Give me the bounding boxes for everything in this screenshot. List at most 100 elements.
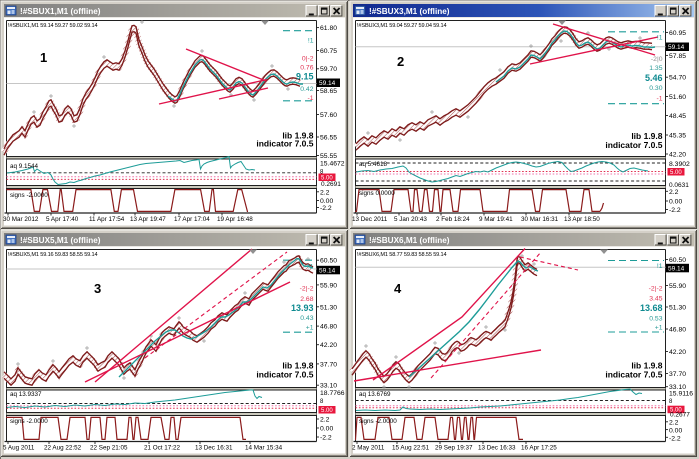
svg-text:5.00: 5.00	[670, 408, 682, 414]
svg-text:15 Aug 22:51: 15 Aug 22:51	[392, 445, 430, 452]
svg-text:0.00: 0.00	[320, 426, 333, 433]
svg-text:51.30: 51.30	[320, 304, 337, 311]
svg-text:-1: -1	[656, 96, 662, 103]
svg-text:55.90: 55.90	[320, 282, 337, 289]
svg-text:13 Apr 18:50: 13 Apr 18:50	[564, 216, 600, 223]
svg-text:60.50: 60.50	[320, 258, 337, 265]
svg-text:signs 0.0000: signs 0.0000	[359, 190, 395, 197]
svg-text:!#SBUX6,M1 58.77 59.83 58.55: !#SBUX6,M1 58.77 59.83 58.55 59.14	[357, 252, 446, 258]
svg-text:!1: !1	[308, 263, 314, 270]
svg-text:5 Jan 20:43: 5 Jan 20:43	[394, 216, 427, 223]
svg-text:13.93: 13.93	[291, 303, 314, 313]
svg-text:8: 8	[320, 399, 324, 405]
svg-text:2.2: 2.2	[320, 417, 330, 424]
svg-text:55.90: 55.90	[669, 283, 686, 290]
svg-text:57.60: 57.60	[320, 112, 337, 119]
svg-text:2 May 2011: 2 May 2011	[352, 445, 385, 452]
svg-text:13 Dec 2011: 13 Dec 2011	[352, 216, 388, 223]
svg-text:59.14: 59.14	[319, 267, 336, 274]
svg-text:59.14: 59.14	[668, 265, 685, 272]
svg-text:2.2: 2.2	[669, 419, 679, 426]
svg-text:-2.2: -2.2	[669, 207, 681, 214]
svg-text:5.00: 5.00	[670, 170, 682, 176]
svg-text:8.3902: 8.3902	[669, 161, 690, 168]
svg-text:!1: !1	[657, 35, 663, 42]
svg-text:21 Oct 17:22: 21 Oct 17:22	[144, 445, 181, 452]
svg-text:33.10: 33.10	[669, 384, 686, 391]
svg-text:aq 9.1544: aq 9.1544	[10, 163, 39, 170]
svg-text:aq 5.4618: aq 5.4618	[359, 161, 388, 168]
svg-text:45.35: 45.35	[669, 133, 686, 140]
svg-text:42.20: 42.20	[669, 152, 686, 159]
svg-text:13 Dec 16:33: 13 Dec 16:33	[478, 445, 516, 452]
svg-text:0.43: 0.43	[300, 315, 313, 322]
svg-text:11 Apr 17:54: 11 Apr 17:54	[89, 216, 125, 223]
svg-text:60.75: 60.75	[320, 48, 337, 55]
svg-text:14 Mar 15:34: 14 Mar 15:34	[245, 445, 283, 452]
svg-text:5.46: 5.46	[645, 73, 663, 83]
svg-text:13.68: 13.68	[640, 303, 663, 313]
svg-text:2.2: 2.2	[320, 189, 330, 196]
svg-text:indicator 7.0.5: indicator 7.0.5	[256, 139, 313, 149]
svg-text:0.0631: 0.0631	[669, 182, 689, 189]
svg-text:lib 1.9.8: lib 1.9.8	[282, 130, 313, 140]
svg-text:-2.2: -2.2	[320, 435, 332, 442]
svg-text:42.20: 42.20	[320, 342, 337, 349]
svg-text:60.95: 60.95	[669, 30, 686, 37]
svg-text:!#SBUX3,M1 (offline): !#SBUX3,M1 (offline)	[369, 7, 450, 16]
svg-text:2.68: 2.68	[300, 296, 313, 303]
svg-text:0.00: 0.00	[669, 428, 682, 435]
svg-text:aq 13.9337: aq 13.9337	[10, 391, 42, 398]
svg-text:55.55: 55.55	[320, 153, 337, 160]
svg-text:5.00: 5.00	[321, 408, 333, 414]
svg-text:0|-2: 0|-2	[302, 56, 314, 63]
svg-text:!1: !1	[657, 263, 663, 270]
svg-text:30 Mar 16:31: 30 Mar 16:31	[521, 216, 559, 223]
svg-text:!#SBUX1,M1 (offline): !#SBUX1,M1 (offline)	[20, 7, 101, 16]
svg-text:18.7766: 18.7766	[320, 390, 345, 397]
svg-text:0.76: 0.76	[300, 65, 313, 72]
svg-text:37.70: 37.70	[669, 371, 686, 378]
svg-text:4: 4	[394, 281, 402, 296]
svg-text:8: 8	[669, 399, 673, 405]
svg-text:0.00: 0.00	[669, 199, 682, 206]
svg-text:-2.2: -2.2	[669, 435, 681, 442]
svg-text:22 Aug 22:52: 22 Aug 22:52	[44, 445, 82, 452]
svg-text:0.00: 0.00	[320, 198, 333, 205]
svg-text:signs -2.0000: signs -2.0000	[359, 418, 397, 425]
svg-text:51.30: 51.30	[669, 305, 686, 312]
svg-text:3: 3	[94, 281, 101, 296]
svg-text:22 Sep 21:05: 22 Sep 21:05	[90, 445, 128, 452]
svg-text:indicator 7.0.5: indicator 7.0.5	[605, 370, 662, 380]
svg-text:9 Mar 19:41: 9 Mar 19:41	[479, 216, 513, 223]
svg-text:0.53: 0.53	[649, 316, 662, 323]
svg-text:2: 2	[397, 54, 404, 69]
svg-text:16 Apr 17:25: 16 Apr 17:25	[521, 445, 557, 452]
svg-text:signs -2.0000: signs -2.0000	[10, 192, 48, 199]
svg-text:1: 1	[40, 50, 47, 65]
svg-text:indicator 7.0.5: indicator 7.0.5	[256, 370, 313, 380]
svg-text:signs -2.0000: signs -2.0000	[10, 418, 48, 425]
svg-text:48.45: 48.45	[669, 113, 686, 120]
svg-text:19 Apr 16:48: 19 Apr 16:48	[217, 216, 253, 223]
svg-text:17 Apr 17:04: 17 Apr 17:04	[174, 216, 210, 223]
svg-text:-2|0: -2|0	[651, 56, 663, 63]
svg-text:42.20: 42.20	[669, 349, 686, 356]
svg-text:!#SBUX1,M1 59.14 59.27 59.02: !#SBUX1,M1 59.14 59.27 59.02 59.14	[8, 23, 97, 29]
svg-text:5.00: 5.00	[321, 176, 333, 182]
svg-text:lib 1.9.8: lib 1.9.8	[631, 361, 662, 371]
svg-text:15.4672: 15.4672	[320, 161, 345, 168]
svg-text:0.2691: 0.2691	[321, 181, 341, 188]
svg-text:57.85: 57.85	[669, 53, 686, 60]
svg-text:aq 13.6769: aq 13.6769	[359, 391, 391, 398]
svg-text:46.80: 46.80	[320, 324, 337, 331]
svg-text:8: 8	[320, 170, 324, 176]
svg-text:!1: !1	[308, 37, 314, 44]
svg-text:!#SBUX5,M1 (offline): !#SBUX5,M1 (offline)	[20, 236, 101, 245]
svg-text:indicator 7.0.5: indicator 7.0.5	[605, 140, 662, 150]
svg-text:!#SBUX5,M1 59.16 59.83 58.55: !#SBUX5,M1 59.16 59.83 58.55 59.14	[8, 252, 97, 258]
svg-text:1.35: 1.35	[649, 65, 662, 72]
svg-text:56.55: 56.55	[320, 135, 337, 142]
svg-text:+1: +1	[655, 325, 663, 332]
svg-text:-2|-2: -2|-2	[649, 286, 663, 293]
